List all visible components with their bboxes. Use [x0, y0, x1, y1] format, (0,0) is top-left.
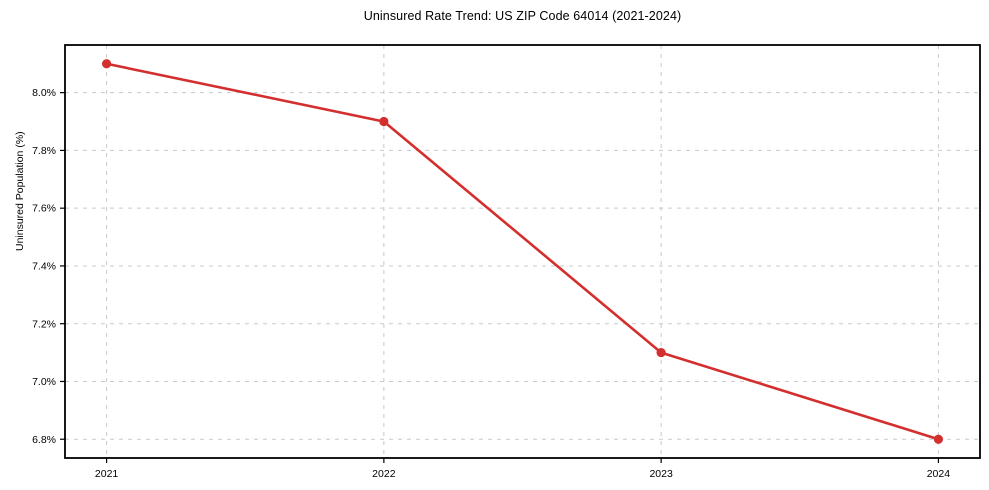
y-tick-label: 7.0% [32, 376, 56, 388]
y-tick-label: 7.4% [32, 261, 56, 273]
x-tick-label: 2023 [649, 468, 673, 480]
data-point-2022 [379, 116, 389, 127]
plot-border [64, 44, 981, 459]
y-tick-label: 8.0% [32, 87, 56, 99]
x-tick-label: 2024 [927, 468, 951, 480]
y-tick-label: 7.6% [32, 203, 56, 215]
x-tick-label: 2021 [95, 468, 119, 480]
data-line-uninsured-rate [105, 62, 940, 441]
y-tick-label: 7.8% [32, 145, 56, 157]
data-point-2021 [101, 59, 112, 69]
chart-title: Uninsured Rate Trend: US ZIP Code 64014 … [363, 9, 682, 23]
data-point-2024 [933, 434, 944, 444]
y-tick-label: 6.8% [32, 434, 56, 446]
y-tick-label: 7.2% [32, 318, 56, 330]
x-tick-label: 2022 [372, 468, 396, 480]
data-point-2023 [656, 347, 666, 358]
